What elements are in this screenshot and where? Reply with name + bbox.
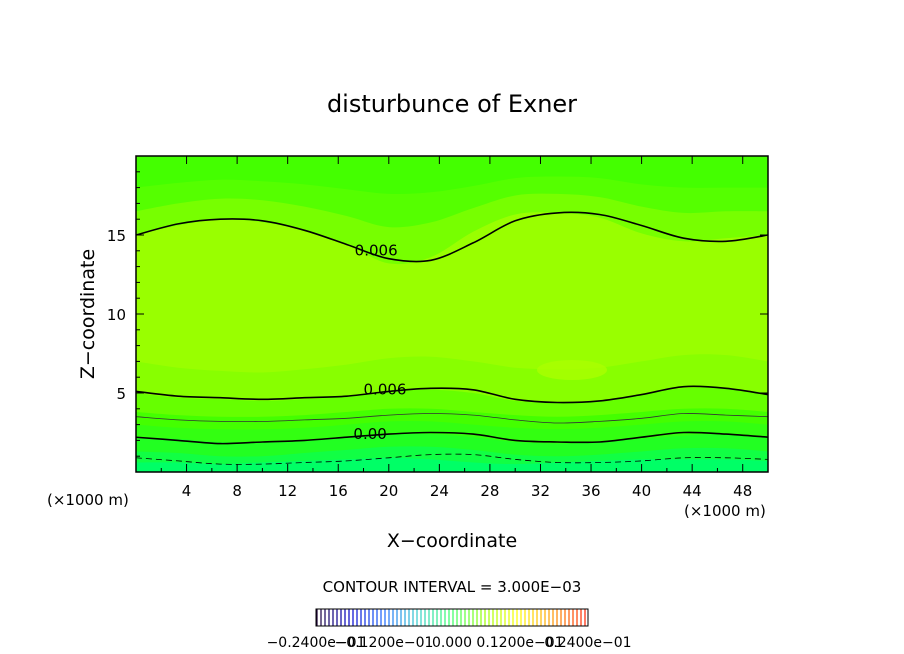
contour-line <box>136 211 768 263</box>
x-unit-label-right: (×1000 m) <box>684 502 766 520</box>
contour-line <box>136 385 768 404</box>
colorbar-tick-label: 0.2400e−01 <box>544 635 631 651</box>
colorbar-tick-label: 0.1200e−01 <box>476 635 563 651</box>
y-tick-label: 10 <box>107 306 126 324</box>
x-axis-label: X−coordinate <box>387 530 517 552</box>
x-tick-label: 40 <box>632 482 651 500</box>
contour-interval-label: CONTOUR INTERVAL = 3.000E−03 <box>323 578 582 596</box>
x-tick-label: 12 <box>278 482 297 500</box>
colorbar <box>315 608 589 627</box>
fill-band <box>136 457 768 472</box>
contour-label: 0.00 <box>353 425 386 443</box>
y-tick-label: 5 <box>116 385 126 403</box>
plot-area <box>136 156 768 472</box>
chart-title: disturbunce of Exner <box>327 90 577 118</box>
x-tick-label: 36 <box>581 482 600 500</box>
y-axis-label: Z−coordinate <box>77 249 99 379</box>
x-tick-label: 32 <box>531 482 550 500</box>
x-axis: 4 8 12 16 20 24 28 32 36 40 44 48 <box>160 156 752 500</box>
contour-lines <box>136 211 768 465</box>
x-tick-label: 24 <box>430 482 449 500</box>
contour-line <box>136 453 768 465</box>
x-tick-label: 8 <box>232 482 242 500</box>
x-unit-label-left: (×1000 m) <box>47 491 129 509</box>
contour-labels: 0.006 0.006 0.00 <box>353 242 407 443</box>
contour-label: 0.006 <box>364 381 407 399</box>
x-tick-label: 44 <box>683 482 702 500</box>
colorbar-frame <box>315 608 589 627</box>
x-tick-label: 4 <box>182 482 192 500</box>
y-axis: 5 10 15 <box>107 171 768 457</box>
x-tick-label: 48 <box>733 482 752 500</box>
x-tick-label: 20 <box>379 482 398 500</box>
contour-line <box>136 431 768 445</box>
colorbar-tick-label: −0.2400e−01 <box>267 635 366 651</box>
colorbar-tick-label: 0.000 <box>432 635 472 651</box>
x-tick-label: 16 <box>329 482 348 500</box>
contour-label: 0.006 <box>355 242 398 260</box>
local-maximum-patch <box>537 360 607 380</box>
x-tick-label: 28 <box>480 482 499 500</box>
y-tick-label: 15 <box>107 227 126 245</box>
colorbar-tick-label: −0.1200e−01 <box>335 635 434 651</box>
fill-bands <box>136 156 768 472</box>
contour-line <box>136 413 768 424</box>
colorbar-labels: −0.2400e−01−0.1200e−010.000 0.1200e−010.2… <box>267 635 632 651</box>
